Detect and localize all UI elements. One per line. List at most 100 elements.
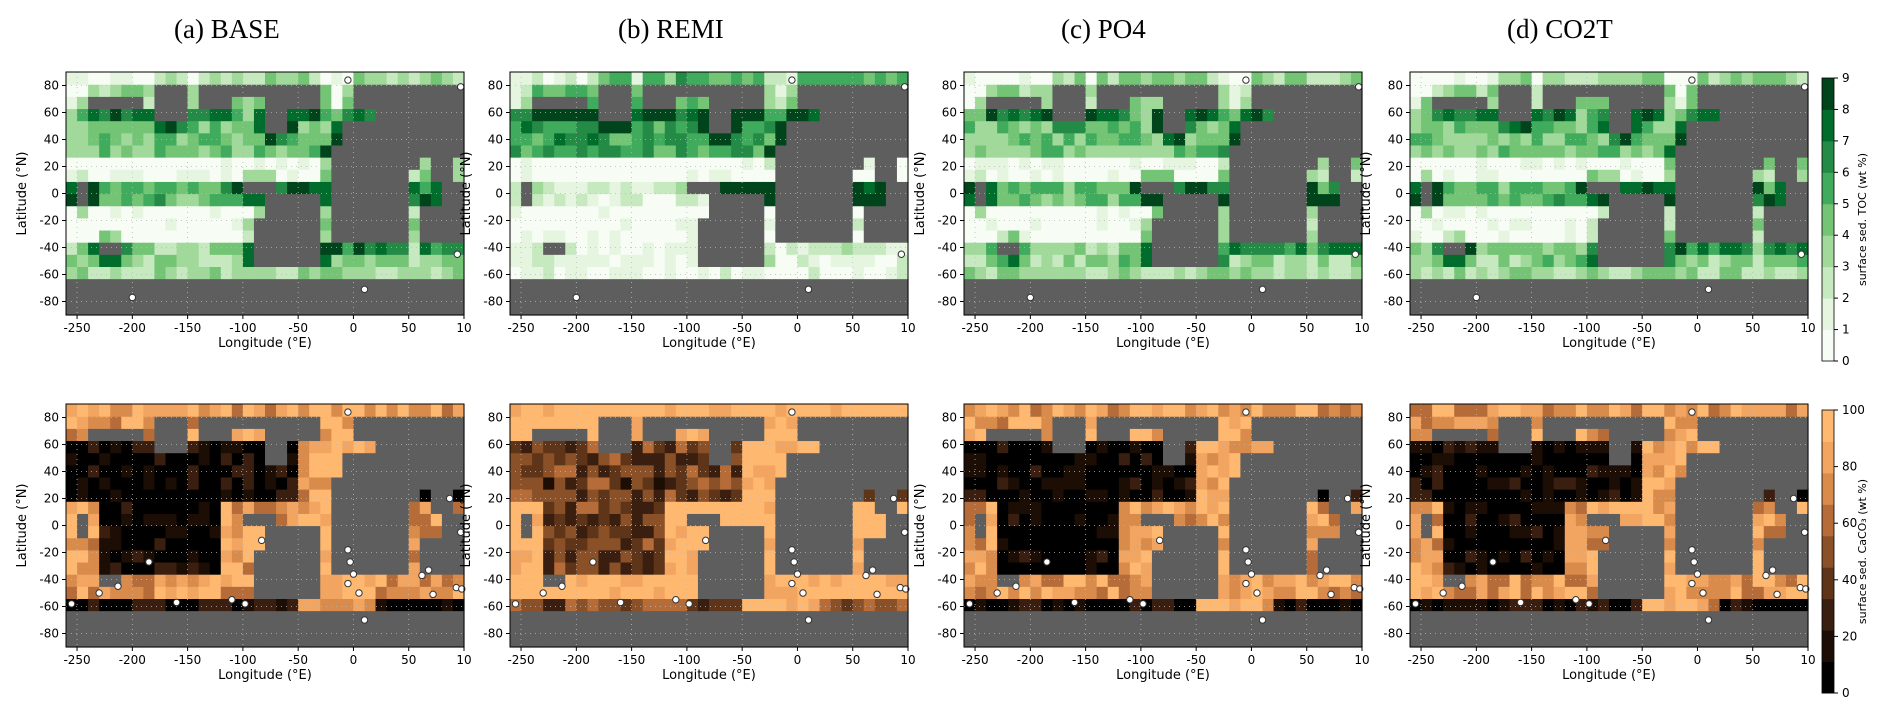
map-cell (99, 622, 111, 636)
map-cell (187, 610, 200, 624)
map-cell (1096, 476, 1109, 490)
map-cell (242, 108, 255, 122)
map-cell (408, 266, 421, 280)
map-cell (419, 290, 432, 304)
map-cell (154, 513, 167, 527)
map-cell (132, 428, 144, 442)
map-cell (220, 120, 233, 134)
map-cell (143, 489, 156, 502)
map-cell (697, 452, 710, 466)
map-cell (1520, 242, 1533, 255)
map-cell (786, 254, 799, 267)
map-cell (1498, 84, 1511, 97)
map-cell (532, 416, 544, 429)
map-cell (1686, 96, 1699, 110)
map-cell (975, 501, 987, 514)
map-cell (242, 229, 255, 243)
map-cell (775, 278, 787, 292)
map-cell (408, 144, 421, 158)
map-cell (1465, 72, 1477, 85)
map-cell (1063, 428, 1076, 442)
map-cell (1542, 132, 1555, 146)
y-tick-label: 0 (51, 519, 59, 533)
map-cell (1631, 278, 1643, 292)
map-cell (521, 452, 533, 466)
map-cell (1063, 302, 1076, 316)
map-cell (1251, 72, 1264, 85)
map-cell (1074, 440, 1087, 454)
map-cell (830, 428, 843, 442)
map-cell (309, 464, 321, 478)
map-cell (121, 120, 133, 134)
map-cell (786, 169, 799, 182)
map-cell (1019, 525, 1031, 539)
map-cell (419, 217, 432, 231)
map-cell (1052, 574, 1065, 587)
map-cell (298, 416, 310, 429)
site-marker (429, 590, 437, 599)
map-cell (1686, 157, 1699, 170)
map-cell (110, 501, 122, 514)
map-cell (1008, 489, 1020, 502)
map-cell (1785, 217, 1798, 231)
map-cell (510, 452, 522, 466)
map-cell (819, 181, 832, 195)
map-cell (753, 108, 765, 122)
map-cell (841, 537, 854, 551)
map-cell (1107, 193, 1120, 207)
map-cell (1218, 302, 1230, 316)
map-cell (132, 622, 144, 636)
map-cell (620, 229, 633, 243)
map-cell (841, 598, 854, 612)
map-cell (1129, 242, 1142, 255)
map-cell (353, 72, 366, 85)
map-cell (132, 108, 144, 122)
map-cell (452, 278, 465, 292)
map-cell (441, 416, 454, 429)
map-cell (1796, 181, 1809, 195)
map-cell (1653, 278, 1665, 292)
map-cell (1631, 229, 1643, 243)
map-cell (1575, 229, 1588, 243)
map-cell (1443, 181, 1455, 195)
map-cell (1339, 229, 1352, 243)
map-cell (819, 634, 832, 648)
map-cell (253, 120, 266, 134)
site-marker (1242, 76, 1250, 84)
map-cell (1262, 278, 1275, 292)
map-cell (587, 537, 600, 551)
map-cell (331, 440, 343, 454)
map-cell (430, 217, 443, 231)
map-cell (231, 72, 244, 85)
map-cell (1586, 72, 1599, 85)
map-cell (276, 96, 288, 110)
map-cell (187, 452, 200, 466)
map-cell (1609, 205, 1621, 219)
map-cell (77, 586, 89, 599)
site-marker (558, 582, 566, 590)
map-cell (276, 476, 288, 490)
map-cell (77, 561, 89, 575)
map-cell (1553, 84, 1566, 97)
map-cell (986, 574, 998, 587)
map-cell (110, 574, 122, 587)
map-cell (1454, 193, 1466, 207)
map-cell (220, 513, 233, 527)
map-cell (1531, 242, 1544, 255)
site-marker (67, 600, 76, 608)
map-cell (1476, 242, 1488, 255)
map-cell (165, 96, 178, 110)
map-cell (77, 537, 89, 551)
map-cell (1642, 302, 1654, 316)
map-cell (397, 205, 410, 219)
map-cell (1631, 217, 1643, 231)
map-cell (532, 586, 544, 599)
map-cell (874, 242, 887, 255)
map-cell (1454, 96, 1466, 110)
map-cell (863, 290, 876, 304)
map-cell (143, 242, 156, 255)
map-cell (242, 428, 255, 442)
map-cell (276, 108, 288, 122)
map-cell (1542, 302, 1555, 316)
map-cell (220, 193, 233, 207)
